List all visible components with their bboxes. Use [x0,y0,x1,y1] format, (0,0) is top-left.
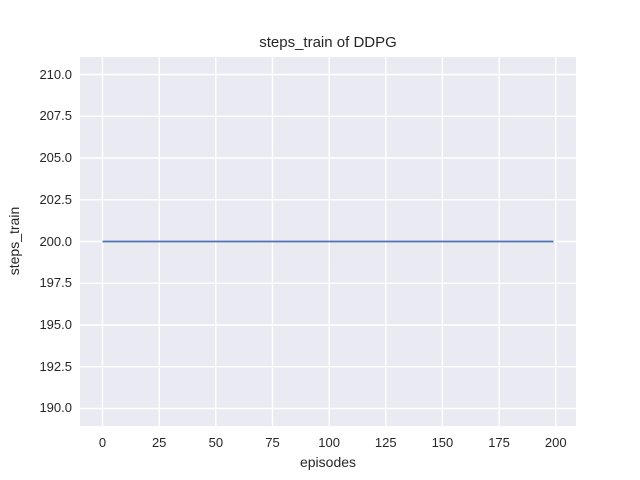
x-tick-label: 150 [431,435,454,450]
x-tick-label: 125 [374,435,397,450]
y-tick-label: 205.0 [39,150,72,166]
x-tick-label: 25 [151,435,167,450]
x-tick-label: 175 [488,435,510,450]
y-tick-label: 200.0 [39,233,72,249]
chart-title: steps_train of DDPG [259,34,397,51]
y-tick-label: 202.5 [39,191,72,207]
y-tick-label: 192.5 [39,358,72,374]
x-axis-label: episodes [299,454,357,470]
y-tick-label: 210.0 [39,66,72,82]
x-tick-label: 75 [265,435,280,450]
x-tick-label: 100 [318,435,340,450]
y-tick-label: 207.5 [39,108,72,124]
y-tick-label: 190.0 [39,400,72,416]
y-tick-label: 197.5 [39,275,72,291]
x-tick-label: 0 [98,435,107,450]
y-tick-label: 195.0 [39,316,72,332]
plot-area [80,57,576,426]
x-tick-label: 50 [208,435,224,450]
x-tick-label: 200 [544,435,567,450]
